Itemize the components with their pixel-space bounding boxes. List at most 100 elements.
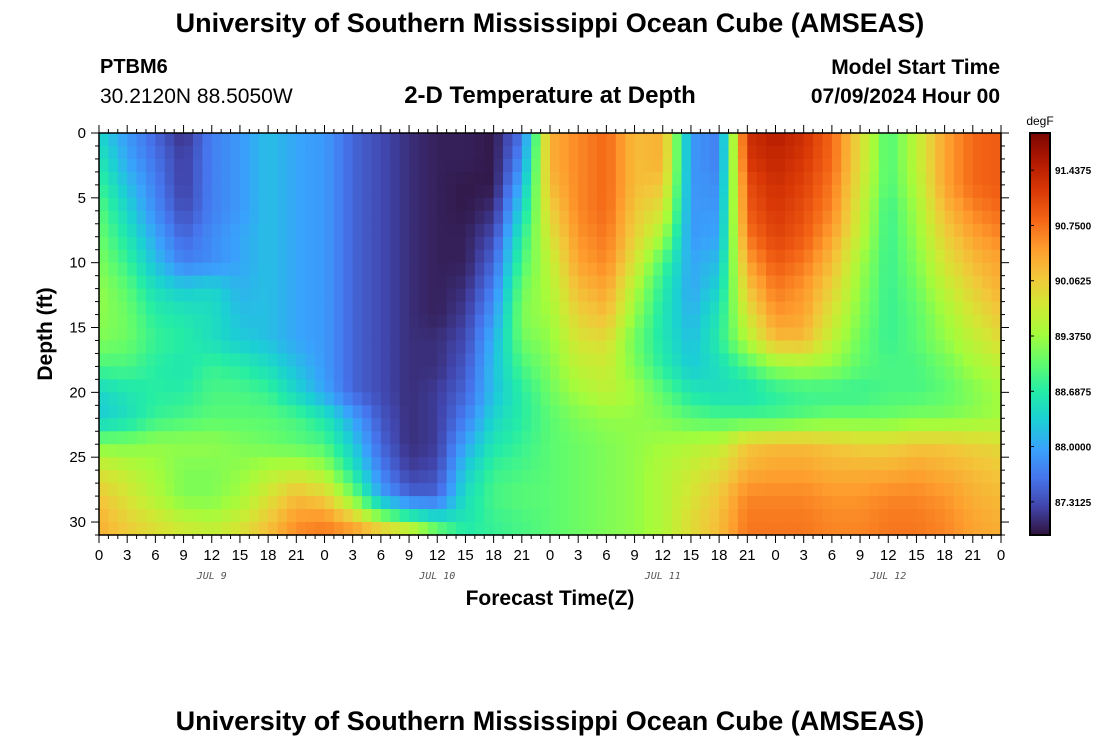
heatmap-cell [493,431,504,445]
heatmap-cell [493,340,504,355]
heatmap-cell [418,509,429,523]
heatmap-cell [596,392,607,406]
heatmap-cell [192,158,203,173]
heatmap-cell [315,184,326,199]
heatmap-cell [352,249,363,264]
heatmap-cell [446,314,457,329]
heatmap-cell [784,379,795,393]
heatmap-cell [813,314,824,329]
heatmap-cell [587,197,598,212]
heatmap-cell [296,509,307,523]
heatmap-cell [719,444,730,458]
heatmap-cell [841,327,852,342]
heatmap-cell [766,197,777,212]
heatmap-cell [239,392,250,406]
heatmap-cell [869,133,880,147]
heatmap-cell [888,262,899,277]
heatmap-cell [672,145,683,160]
heatmap-cell [897,327,908,342]
heatmap-cell [643,288,654,303]
heatmap-cell [944,444,955,458]
heatmap-cell [192,483,203,497]
heatmap-cell [681,496,692,510]
heatmap-cell [916,418,927,432]
heatmap-cell [662,470,673,484]
heatmap-cell [418,275,429,290]
heatmap-cell [427,379,438,393]
heatmap-cell [221,522,232,536]
heatmap-cell [145,366,156,380]
heatmap-cell [775,327,786,342]
heatmap-cell [982,444,993,458]
heatmap-cell [371,288,382,303]
heatmap-cell [907,483,918,497]
heatmap-cell [803,184,814,199]
heatmap-cell [155,314,166,329]
heatmap-cell [972,327,983,342]
heatmap-cell [127,301,138,316]
heatmap-cell [831,522,842,536]
heatmap-cell [625,509,636,523]
heatmap-cell [418,236,429,251]
heatmap-cell [99,522,109,536]
heatmap-cell [559,197,570,212]
heatmap-cell [540,470,551,484]
heatmap-cell [784,444,795,458]
heatmap-cell [850,275,861,290]
heatmap-cell [286,444,297,458]
heatmap-cell [268,249,279,264]
heatmap-cell [690,171,701,186]
heatmap-cell [503,392,514,406]
heatmap-cell [587,522,598,536]
heatmap-cell [944,509,955,523]
heatmap-cell [521,249,532,264]
heatmap-cell [540,353,551,368]
heatmap-cell [681,353,692,368]
heatmap-cell [643,340,654,355]
heatmap-cell [972,470,983,484]
heatmap-cell [700,444,711,458]
heatmap-cell [596,171,607,186]
heatmap-cell [305,340,316,355]
heatmap-cell [127,288,138,303]
heatmap-cell [559,223,570,238]
heatmap-cell [634,262,645,277]
heatmap-cell [831,158,842,173]
heatmap-cell [794,431,805,445]
heatmap-cell [747,509,758,523]
heatmap-cell [888,444,899,458]
heatmap-cell [380,379,391,393]
heatmap-cell [540,340,551,355]
heatmap-cell [935,301,946,316]
heatmap-cell [286,249,297,264]
heatmap-cell [286,522,297,536]
heatmap-cell [409,340,420,355]
heatmap-cell [362,405,373,419]
heatmap-cell [371,366,382,380]
heatmap-cell [982,431,993,445]
heatmap-cell [615,418,626,432]
heatmap-cell [982,496,993,510]
heatmap-cell [841,405,852,419]
heatmap-cell [99,249,109,264]
heatmap-cell [352,509,363,523]
heatmap-cell [606,301,617,316]
heatmap-cell [456,275,467,290]
heatmap-cell [737,522,748,536]
heatmap-cell [484,470,495,484]
heatmap-cell [822,301,833,316]
heatmap-cell [446,353,457,368]
heatmap-cell [427,483,438,497]
heatmap-cell [907,288,918,303]
heatmap-cell [108,145,119,160]
heatmap-cell [813,288,824,303]
heatmap-cell [380,470,391,484]
heatmap-cell [258,197,269,212]
heatmap-cell [371,379,382,393]
heatmap-cell [719,509,730,523]
heatmap-cell [239,509,250,523]
heatmap-cell [268,509,279,523]
heatmap-cell [803,431,814,445]
heatmap-cell [465,509,476,523]
heatmap-cell [390,236,401,251]
